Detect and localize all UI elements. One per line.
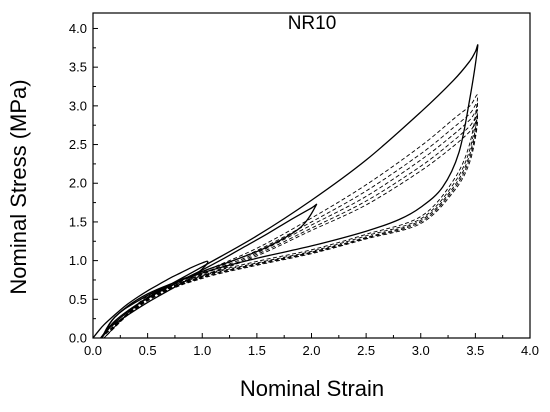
y-tick-label: 3.5 [69,60,87,75]
y-axis-title: Nominal Stress (MPa) [6,79,31,294]
y-tick-label: 3.0 [69,98,87,113]
y-tick-label: 2.0 [69,176,87,191]
series-layer [92,44,479,339]
dashed-cycle-line-5 [100,109,479,339]
y-tick-label: 2.5 [69,137,87,152]
solid-cycle-line-2 [101,44,479,339]
chart-title: NR10 [288,13,337,34]
solid-cycle-line-0 [92,260,209,339]
dashed-cycle-line-3 [100,94,479,339]
plot-area: 0.0 0.5 1.0 1.5 2.0 2.5 3.0 3.5 4.0 0.0 0.5 1.0 1.5 2… [69,12,539,358]
dashed-cycle-line-4 [100,102,479,339]
x-tick-label: 3.5 [466,343,484,358]
x-axis-title: Nominal Strain [240,376,384,401]
x-tick-label: 4.0 [521,343,539,358]
dashed-cycle-line-6 [100,114,479,339]
x-tick-label: 1.0 [193,343,211,358]
y-tick-label: 4.0 [69,21,87,36]
x-tick-label: 2.5 [357,343,375,358]
x-tick-label: 1.5 [248,343,266,358]
ticks-layer: 0.0 0.5 1.0 1.5 2.0 2.5 3.0 3.5 4.0 0.0 0.5 1.0 1.5 2… [69,21,539,358]
y-tick-label: 1.0 [69,253,87,268]
x-tick-label: 0.0 [84,343,102,358]
y-tick-label: 0.5 [69,292,87,307]
y-tick-label: 1.5 [69,214,87,229]
x-tick-label: 3.0 [412,343,430,358]
y-tick-label: 0.0 [69,331,87,346]
dashed-cycle-line-7 [100,119,479,339]
x-tick-label: 0.5 [139,343,157,358]
x-tick-label: 2.0 [302,343,320,358]
